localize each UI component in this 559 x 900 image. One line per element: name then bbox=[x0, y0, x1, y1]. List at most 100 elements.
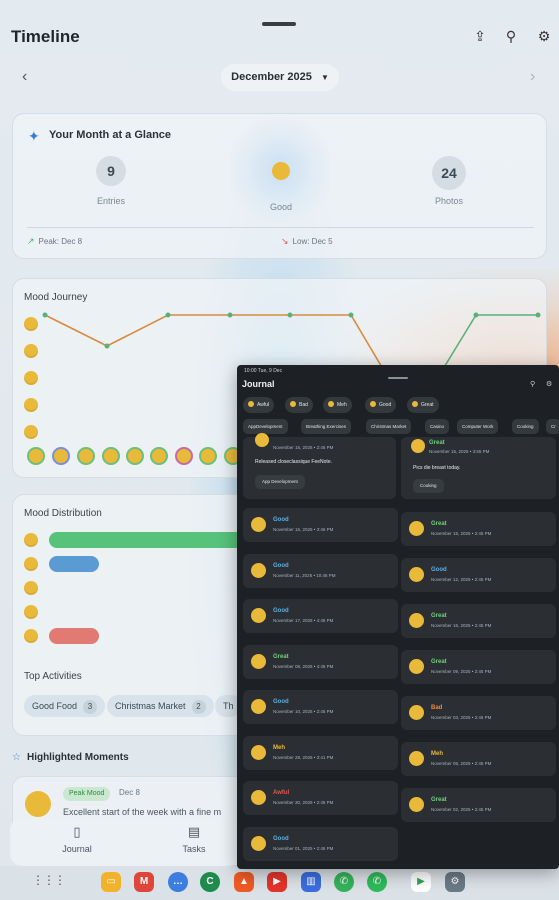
mood-filter-good[interactable]: Good bbox=[365, 397, 397, 413]
great-mood-icon bbox=[24, 533, 38, 547]
journal-title: Journal bbox=[242, 379, 275, 389]
settings-app-icon[interactable]: ⚙ bbox=[445, 872, 465, 892]
entry-date: November 28, 2025 • 3:41 PM bbox=[273, 754, 334, 760]
month-selector[interactable]: December 2025 ▼ bbox=[221, 64, 339, 91]
photos-stat: 24 Photos bbox=[409, 156, 489, 206]
entry-date: November 17, 2025 • 4:46 PM bbox=[273, 618, 334, 623]
journal-entry-card[interactable]: Great November 02, 2025 • 2:45 PM bbox=[401, 788, 556, 822]
app-drawer-icon[interactable]: ⋮⋮⋮ bbox=[32, 873, 66, 887]
mood-face-icon bbox=[409, 751, 424, 766]
whatsapp-app-icon[interactable]: ✆ bbox=[334, 872, 354, 892]
search-icon[interactable]: ⚲ bbox=[505, 28, 517, 44]
journal-entry-card[interactable]: Good November 17, 2025 • 4:46 PM bbox=[243, 599, 398, 633]
activity-chip-count: 3 bbox=[83, 700, 98, 714]
entries-stat: 9 Entries bbox=[71, 156, 151, 206]
journal-popup-window[interactable]: 10:00 Tue, 9 Dec Journal ⚲ ⚙ Awful Bad M… bbox=[237, 365, 559, 869]
settings-icon[interactable]: ⚙ bbox=[546, 381, 553, 388]
journal-entry-card[interactable]: Good November 10, 2025 • 2:45 PM bbox=[243, 690, 398, 724]
journal-entry-card[interactable]: Great November 16, 2025 • 2:45 PM bbox=[401, 604, 556, 638]
settings-icon[interactable]: ⚙ bbox=[537, 28, 551, 44]
nav-journal[interactable]: ▯ Journal bbox=[47, 824, 107, 854]
activity-filter[interactable]: AppDevelopment bbox=[243, 419, 288, 434]
mood-filter-label: Meh bbox=[337, 402, 347, 408]
entry-date: November 03, 2025 • 2:46 PM bbox=[431, 715, 492, 720]
share-icon[interactable]: ⇪ bbox=[474, 28, 486, 44]
entry-mood: Great bbox=[431, 613, 447, 619]
gmail-app-icon[interactable]: M bbox=[134, 872, 154, 892]
nav-tasks[interactable]: ▤ Tasks bbox=[164, 824, 224, 854]
mood-filter-great[interactable]: Great bbox=[407, 397, 439, 413]
journal-entry-card[interactable]: Meh November 05, 2025 • 2:45 PM bbox=[401, 742, 556, 776]
good-mood-icon bbox=[24, 557, 38, 571]
activity-chip[interactable]: Th bbox=[215, 695, 242, 717]
bad-mood-icon bbox=[24, 398, 38, 412]
play-store-app-icon[interactable]: ▶ bbox=[411, 872, 431, 892]
activity-filter[interactable]: Breathing Exercises bbox=[301, 419, 352, 434]
mood-filter-meh[interactable]: Meh bbox=[323, 397, 352, 413]
journal-entry-card[interactable]: Good November 15, 2025 • 3:46 PM bbox=[243, 508, 398, 542]
journal-entry-card[interactable]: November 15, 2025 • 2:45 PM Released clo… bbox=[243, 433, 396, 499]
whatsapp-business-app-icon[interactable]: ✆ bbox=[367, 872, 387, 892]
mood-face-icon bbox=[251, 699, 266, 714]
page-title: Timeline bbox=[11, 27, 80, 46]
mood-face-icon bbox=[255, 433, 269, 447]
journal-entry-card[interactable]: Great November 15, 2025 • 2:45 PM bbox=[401, 512, 556, 546]
journal-entry-card[interactable]: Great November 09, 2025 • 2:45 PM bbox=[401, 650, 556, 684]
entry-mood: Great bbox=[429, 440, 445, 446]
next-month-button[interactable]: › bbox=[530, 68, 536, 85]
files-app-icon[interactable]: ▭ bbox=[101, 872, 121, 892]
activity-filter[interactable]: Computer Work bbox=[457, 419, 499, 434]
average-mood-label: Good bbox=[269, 202, 293, 212]
journal-entry-card[interactable]: Good November 12, 2025 • 2:45 PM bbox=[401, 558, 556, 592]
activity-filter[interactable]: Cooking bbox=[512, 419, 539, 434]
journal-entry-card[interactable]: Meh November 28, 2025 • 3:41 PM bbox=[243, 735, 398, 770]
activity-chip[interactable]: Christmas Market 2 bbox=[107, 695, 214, 717]
journal-entry-card[interactable]: Bad November 03, 2025 • 2:46 PM bbox=[401, 696, 556, 730]
mood-filter-bad[interactable]: Bad bbox=[285, 397, 313, 413]
month-navigator: ‹ December 2025 ▼ › bbox=[0, 64, 559, 92]
journey-heading: Mood Journey bbox=[24, 292, 88, 303]
divider bbox=[27, 227, 534, 228]
messages-app-icon[interactable]: … bbox=[168, 872, 188, 892]
window-drag-handle[interactable] bbox=[262, 22, 296, 26]
mood-filter-awful[interactable]: Awful bbox=[243, 397, 275, 413]
brave-app-icon[interactable]: ▲ bbox=[234, 872, 254, 892]
glance-heading: Your Month at a Glance bbox=[49, 129, 172, 141]
entry-date: November 15, 2025 • 3:55 PM bbox=[429, 449, 490, 454]
entry-date: November 05, 2025 • 2:45 PM bbox=[431, 761, 492, 766]
mood-face-icon bbox=[409, 521, 424, 536]
top-activities-heading: Top Activities bbox=[24, 671, 82, 682]
peak-day: ↗ Peak: Dec 8 bbox=[27, 236, 82, 247]
mood-face-icon bbox=[409, 797, 424, 812]
youtube-app-icon[interactable]: ▶ bbox=[267, 872, 287, 892]
journal-entry-card[interactable]: Awful November 30, 2025 • 2:45 PM bbox=[243, 781, 398, 815]
entry-activity-tag: Cooking bbox=[413, 479, 444, 493]
popup-drag-handle[interactable] bbox=[388, 377, 408, 379]
docs-app-icon[interactable]: ▥ bbox=[301, 872, 321, 892]
search-icon[interactable]: ⚲ bbox=[530, 381, 536, 388]
entry-date: November 08, 2025 • 4:45 PM bbox=[273, 663, 334, 669]
meh-mood-icon bbox=[24, 371, 38, 385]
classroom-app-icon[interactable]: C bbox=[200, 872, 220, 892]
previous-month-button[interactable]: ‹ bbox=[22, 68, 28, 85]
activity-filter[interactable]: Christmas Market bbox=[366, 419, 412, 434]
sparkle-icon: ✦ bbox=[28, 128, 40, 144]
activity-chip[interactable]: Good Food 3 bbox=[24, 695, 106, 717]
entry-date: November 30, 2025 • 2:45 PM bbox=[273, 800, 334, 805]
chevron-down-icon: ▼ bbox=[320, 73, 329, 82]
journal-entry-card[interactable]: Good November 01, 2025 • 2:45 PM bbox=[243, 826, 398, 861]
entry-mood: Awful bbox=[273, 790, 290, 796]
nav-journal-label: Journal bbox=[62, 844, 92, 854]
peak-mood-badge: Peak Mood bbox=[63, 787, 111, 801]
mood-face-icon bbox=[251, 744, 266, 760]
entry-date: November 15, 2025 • 3:46 PM bbox=[273, 527, 334, 532]
mood-face-icon bbox=[409, 659, 424, 674]
journal-entry-card[interactable]: Great November 08, 2025 • 4:45 PM bbox=[243, 644, 398, 679]
activity-filter[interactable]: Cr bbox=[546, 419, 559, 434]
journal-entry-card[interactable]: Good November 11, 2025 • 10:46 PM bbox=[243, 553, 398, 588]
activity-filter[interactable]: Casino bbox=[425, 419, 450, 434]
journal-entry-card[interactable]: Great November 15, 2025 • 3:55 PM Pics d… bbox=[401, 437, 556, 499]
mood-filter-label: Awful bbox=[257, 402, 270, 408]
entry-date: November 12, 2025 • 2:45 PM bbox=[431, 577, 492, 582]
